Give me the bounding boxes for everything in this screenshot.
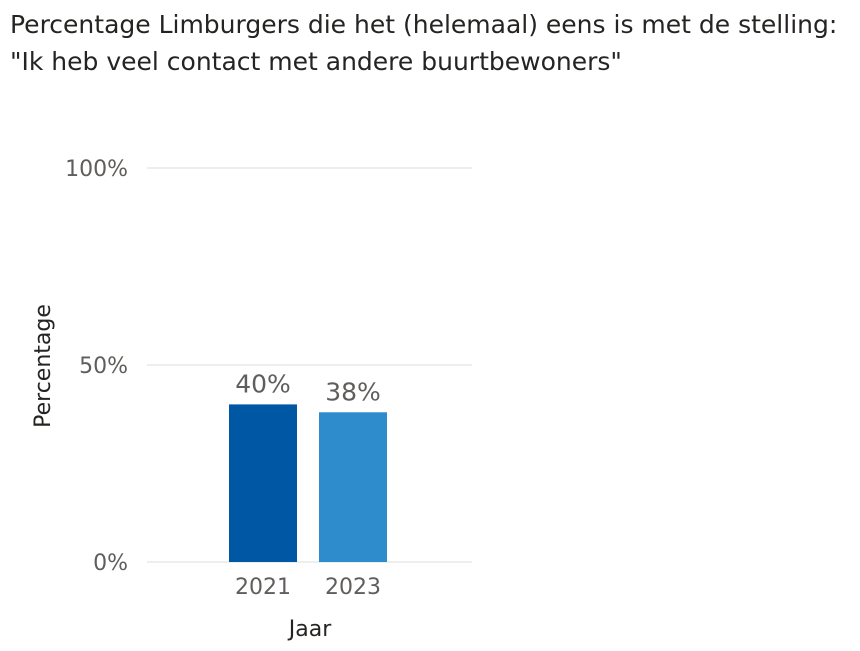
chart-title-line-2: "Ik heb veel contact met andere buurtbew…	[10, 47, 622, 76]
chart-title: Percentage Limburgers die het (helemaal)…	[10, 6, 850, 80]
y-axis-title: Percentage	[31, 304, 56, 428]
x-tick-label: 2021	[235, 575, 291, 600]
data-labels: 40% 38%	[235, 369, 381, 406]
x-axis-title: Jaar	[287, 617, 332, 642]
y-axis-ticks: 0% 50% 100%	[65, 157, 128, 576]
data-label: 40%	[235, 369, 291, 398]
x-tick-label: 2023	[325, 575, 381, 600]
y-tick-label: 50%	[79, 354, 128, 379]
bar	[229, 404, 297, 562]
data-label: 38%	[325, 377, 381, 406]
gridlines	[147, 167, 472, 563]
bar	[319, 412, 387, 562]
chart-title-line-1: Percentage Limburgers die het (helemaal)…	[10, 10, 838, 39]
y-tick-label: 0%	[93, 551, 128, 576]
y-tick-label: 100%	[65, 157, 128, 182]
x-axis-ticks: 2021 2023	[235, 575, 381, 600]
bars	[229, 404, 387, 562]
